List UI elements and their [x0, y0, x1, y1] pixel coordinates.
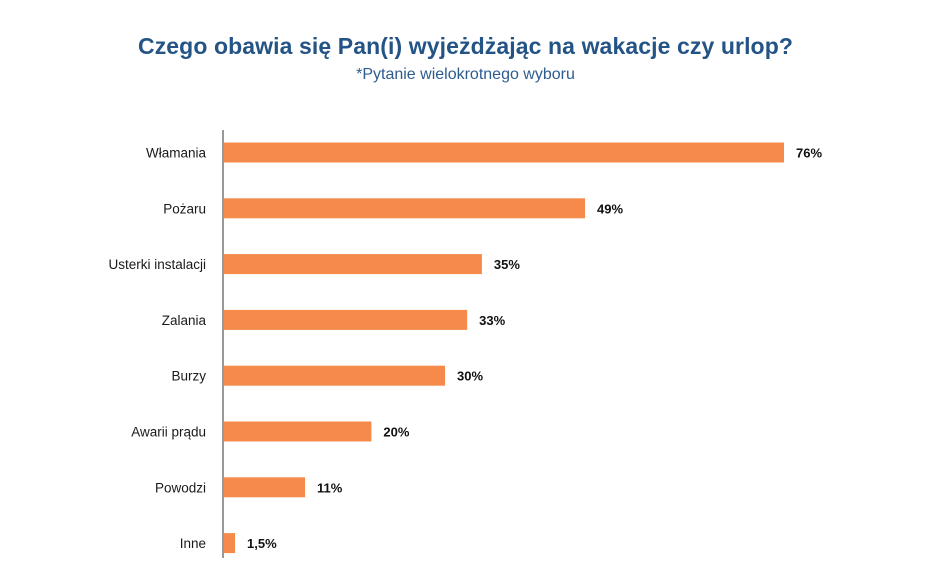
category-label: Pożaru — [163, 201, 206, 216]
chart-subtitle: *Pytanie wielokrotnego wyboru — [356, 66, 575, 83]
category-label: Awarii prądu — [131, 425, 206, 440]
bar — [224, 198, 586, 219]
value-label: 35% — [494, 257, 520, 272]
bar — [224, 365, 446, 386]
value-label: 1,5% — [247, 536, 277, 551]
category-label: Powodzi — [155, 480, 206, 495]
bar — [224, 254, 482, 275]
category-label: Burzy — [171, 369, 206, 384]
chart-title: Czego obawia się Pan(i) wyjeżdżając na w… — [137, 33, 794, 59]
bar — [224, 142, 784, 163]
value-label: 76% — [796, 146, 822, 161]
category-label: Usterki instalacji — [108, 257, 206, 272]
value-label: 33% — [479, 313, 505, 328]
value-label: 11% — [317, 480, 343, 495]
bar — [224, 421, 372, 442]
bar — [224, 533, 236, 554]
category-label: Włamania — [146, 146, 207, 161]
value-label: 49% — [597, 201, 623, 216]
category-label: Zalania — [162, 313, 207, 328]
value-label: 30% — [457, 369, 483, 384]
bar — [224, 309, 468, 330]
category-label: Inne — [180, 536, 206, 551]
bar — [224, 477, 306, 498]
value-label: 20% — [383, 425, 409, 440]
